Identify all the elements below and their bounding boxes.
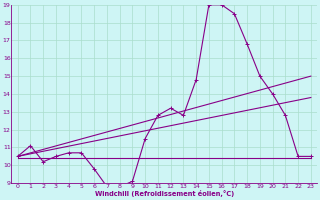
X-axis label: Windchill (Refroidissement éolien,°C): Windchill (Refroidissement éolien,°C)	[95, 190, 234, 197]
